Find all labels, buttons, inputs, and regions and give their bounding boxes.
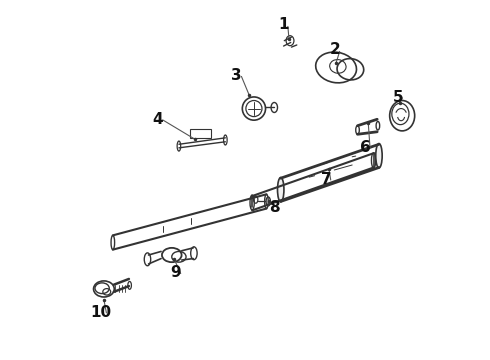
Text: 4: 4 bbox=[152, 112, 163, 127]
Ellipse shape bbox=[265, 194, 268, 208]
Text: 8: 8 bbox=[269, 201, 280, 215]
Text: 1: 1 bbox=[279, 17, 289, 32]
Text: 10: 10 bbox=[90, 305, 111, 320]
Ellipse shape bbox=[376, 144, 382, 168]
Text: 2: 2 bbox=[330, 42, 341, 57]
Ellipse shape bbox=[191, 247, 197, 260]
Ellipse shape bbox=[356, 126, 359, 134]
Ellipse shape bbox=[128, 282, 131, 289]
Ellipse shape bbox=[277, 177, 284, 202]
Ellipse shape bbox=[144, 253, 151, 266]
Ellipse shape bbox=[223, 135, 227, 145]
Bar bbox=[190, 129, 211, 138]
Ellipse shape bbox=[250, 195, 254, 210]
Ellipse shape bbox=[371, 153, 376, 168]
Text: 3: 3 bbox=[231, 68, 242, 83]
Ellipse shape bbox=[376, 121, 380, 130]
Text: 7: 7 bbox=[321, 172, 331, 187]
Ellipse shape bbox=[177, 141, 181, 151]
Text: 9: 9 bbox=[171, 265, 181, 280]
Text: 6: 6 bbox=[360, 140, 371, 155]
Text: 5: 5 bbox=[392, 90, 403, 105]
Ellipse shape bbox=[111, 235, 115, 249]
